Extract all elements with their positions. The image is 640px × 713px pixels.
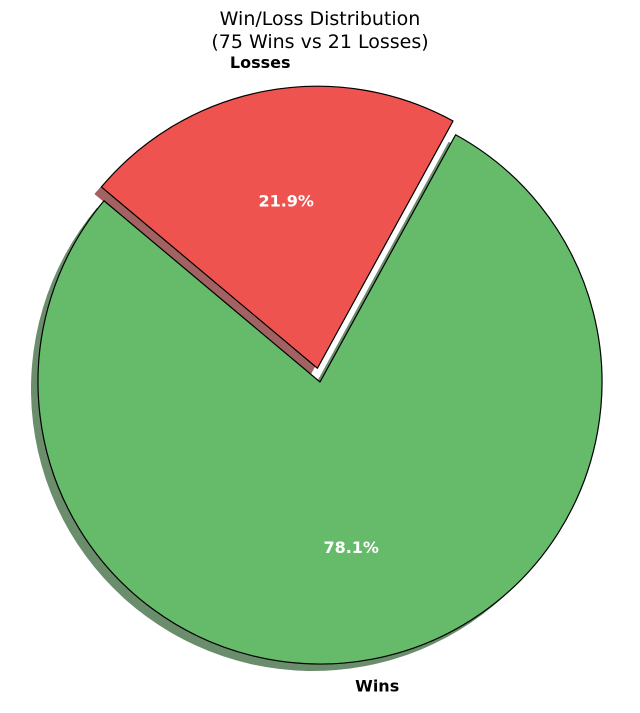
chart-subtitle: (75 Wins vs 21 Losses) xyxy=(211,31,428,53)
pie-slice-losses xyxy=(100,85,454,369)
pie-labels: Wins 78.1% Losses 21.9% xyxy=(230,53,399,696)
chart-title: Win/Loss Distribution xyxy=(220,8,421,30)
category-label-wins: Wins xyxy=(355,676,399,695)
percent-label-losses: 21.9% xyxy=(258,191,314,210)
percent-label-wins: 78.1% xyxy=(323,538,379,557)
pie-slices xyxy=(37,85,603,665)
category-label-losses: Losses xyxy=(230,53,291,72)
pie-slice-wins xyxy=(37,134,603,665)
